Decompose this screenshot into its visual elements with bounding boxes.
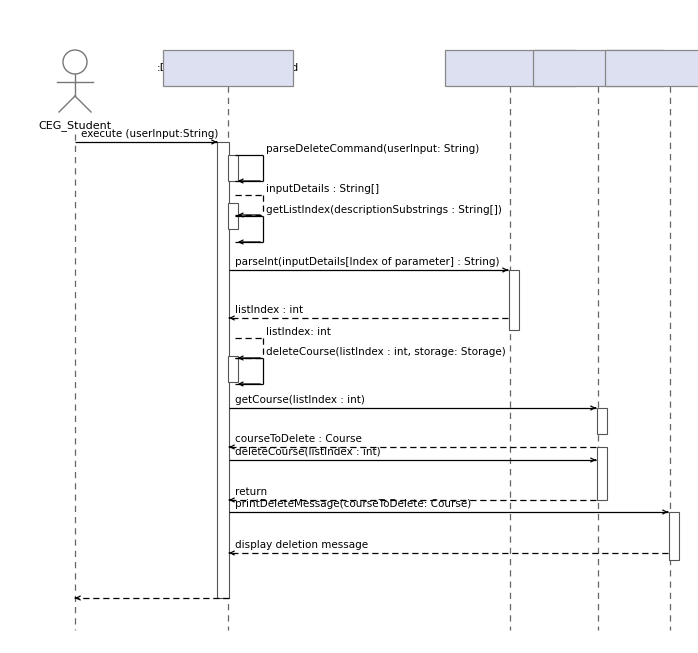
Text: printDeleteMessage(courseToDelete: Course): printDeleteMessage(courseToDelete: Cours… <box>235 499 471 509</box>
Text: :DeleteCoursesCommand: :DeleteCoursesCommand <box>157 63 299 73</box>
Text: deleteCourse(listIndex : int, storage: Storage): deleteCourse(listIndex : int, storage: S… <box>266 347 506 357</box>
Bar <box>228 203 238 229</box>
Bar <box>228 356 238 382</box>
Text: parseDeleteCommand(userInput: String): parseDeleteCommand(userInput: String) <box>266 144 480 154</box>
Text: execute (userInput:String): execute (userInput:String) <box>81 129 218 139</box>
Text: :Integer: :Integer <box>488 63 532 73</box>
Bar <box>509 270 519 330</box>
Text: :Storage: :Storage <box>574 63 622 73</box>
Bar <box>533 50 663 86</box>
Bar <box>597 408 607 434</box>
Text: :UI: :UI <box>662 63 678 73</box>
Bar <box>163 50 293 86</box>
Text: deleteCourse(listIndex : int): deleteCourse(listIndex : int) <box>235 447 380 457</box>
Bar <box>605 50 698 86</box>
Text: getCourse(listIndex : int): getCourse(listIndex : int) <box>235 395 365 405</box>
Text: courseToDelete : Course: courseToDelete : Course <box>235 434 362 444</box>
Text: listIndex: int: listIndex: int <box>266 327 331 337</box>
Bar <box>669 512 679 560</box>
Text: return: return <box>235 487 267 497</box>
Text: inputDetails : String[]: inputDetails : String[] <box>266 184 379 194</box>
Text: parseInt(inputDetails[Index of parameter] : String): parseInt(inputDetails[Index of parameter… <box>235 257 500 267</box>
Bar <box>228 155 238 181</box>
Bar <box>597 447 607 500</box>
Text: listIndex : int: listIndex : int <box>235 305 303 315</box>
Text: display deletion message: display deletion message <box>235 540 368 550</box>
Text: getListIndex(descriptionSubstrings : String[]): getListIndex(descriptionSubstrings : Str… <box>266 205 502 215</box>
Text: CEG_Student: CEG_Student <box>38 120 112 131</box>
Bar <box>445 50 575 86</box>
Bar <box>217 142 229 598</box>
